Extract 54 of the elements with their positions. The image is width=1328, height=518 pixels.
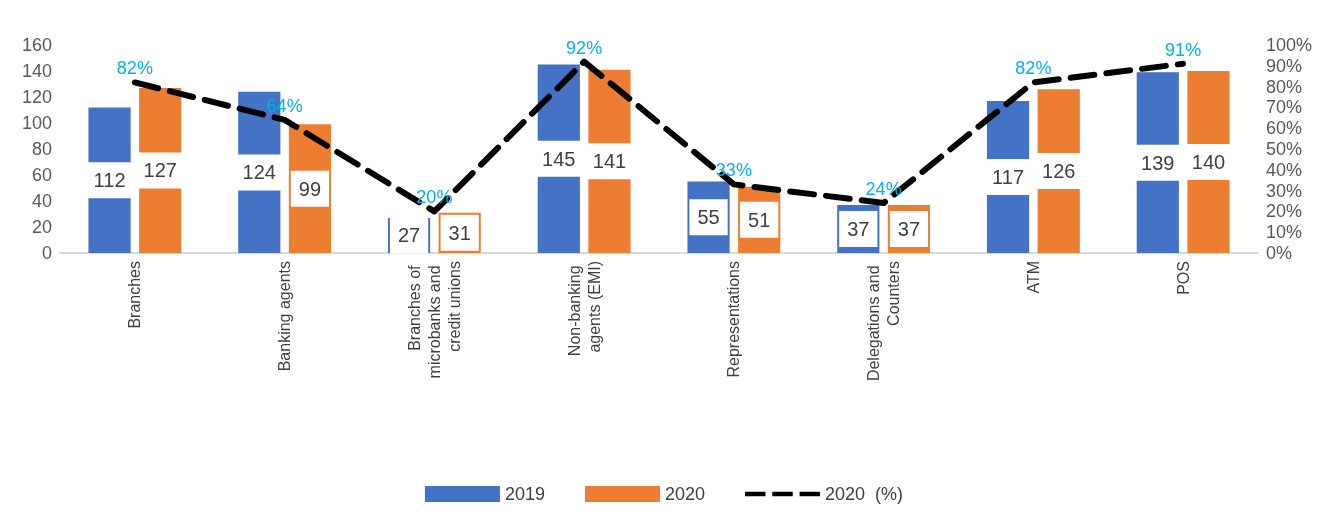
- data-label: 126: [1042, 160, 1076, 183]
- y2-tick-label: 40%: [1266, 159, 1303, 180]
- data-label: 20%: [416, 187, 453, 208]
- y2-tick-label: 50%: [1266, 139, 1303, 159]
- legend-label: 2020: [664, 484, 706, 504]
- data-label: 139: [1141, 151, 1175, 174]
- data-label: 51: [748, 208, 771, 231]
- data-label: 82%: [1015, 58, 1052, 79]
- y2-tick-label: 80%: [1266, 76, 1303, 97]
- x-tick-label: Branches: [126, 261, 144, 329]
- data-label: 124: [242, 161, 276, 184]
- data-label: 91%: [1165, 39, 1202, 60]
- y-tick-label: 100: [21, 113, 52, 133]
- y2-tick-label: 70%: [1266, 97, 1303, 118]
- x-tick-label: Delegations and Counters: [865, 261, 903, 382]
- x-tick-label: POS: [1174, 261, 1192, 295]
- y-tick-label: 60: [31, 165, 52, 185]
- y-tick-label: 40: [31, 191, 52, 211]
- data-label: 31: [448, 221, 471, 244]
- data-label: 55: [697, 206, 720, 229]
- x-tick-label: Non-banking agents (EMI): [565, 261, 603, 357]
- y-tick-label: 20: [31, 217, 52, 237]
- data-label: 92%: [566, 37, 603, 58]
- data-label: 112: [93, 169, 126, 192]
- x-tick-label: ATM: [1024, 261, 1042, 294]
- data-label: 117: [992, 165, 1024, 188]
- data-label: 141: [592, 150, 627, 173]
- y2-tick-label: 0%: [1266, 243, 1293, 263]
- y-tick-label: 140: [21, 61, 52, 81]
- data-label: 24%: [865, 179, 902, 200]
- x-tick-label: Representations: [725, 261, 743, 378]
- data-label: 37: [847, 217, 870, 240]
- data-label: 33%: [715, 160, 752, 181]
- y-tick-label: 80: [31, 139, 52, 159]
- x-tick-label: Branches of microbanks and credit unions: [405, 261, 463, 379]
- y2-tick-label: 10%: [1266, 222, 1303, 243]
- y2-tick-label: 60%: [1266, 118, 1303, 139]
- legend-label: 2020 (%): [825, 484, 904, 504]
- y-tick-label: 160: [21, 35, 52, 55]
- y-tick-label: 0: [41, 243, 52, 263]
- data-label: 127: [143, 159, 177, 182]
- data-label: 27: [397, 224, 421, 247]
- data-label: 82%: [116, 58, 153, 79]
- y2-tick-label: 100%: [1266, 35, 1313, 55]
- y2-tick-label: 30%: [1266, 180, 1303, 201]
- data-label: 140: [1191, 151, 1226, 173]
- y2-tick-label: 90%: [1266, 55, 1303, 76]
- data-label: 37: [897, 217, 921, 240]
- data-label: 145: [542, 147, 576, 170]
- legend-label: 2019: [504, 484, 545, 504]
- y2-tick-label: 20%: [1266, 201, 1303, 222]
- data-label: 99: [298, 177, 322, 200]
- y-tick-label: 120: [21, 87, 52, 107]
- x-tick-label: Banking agents: [276, 261, 294, 372]
